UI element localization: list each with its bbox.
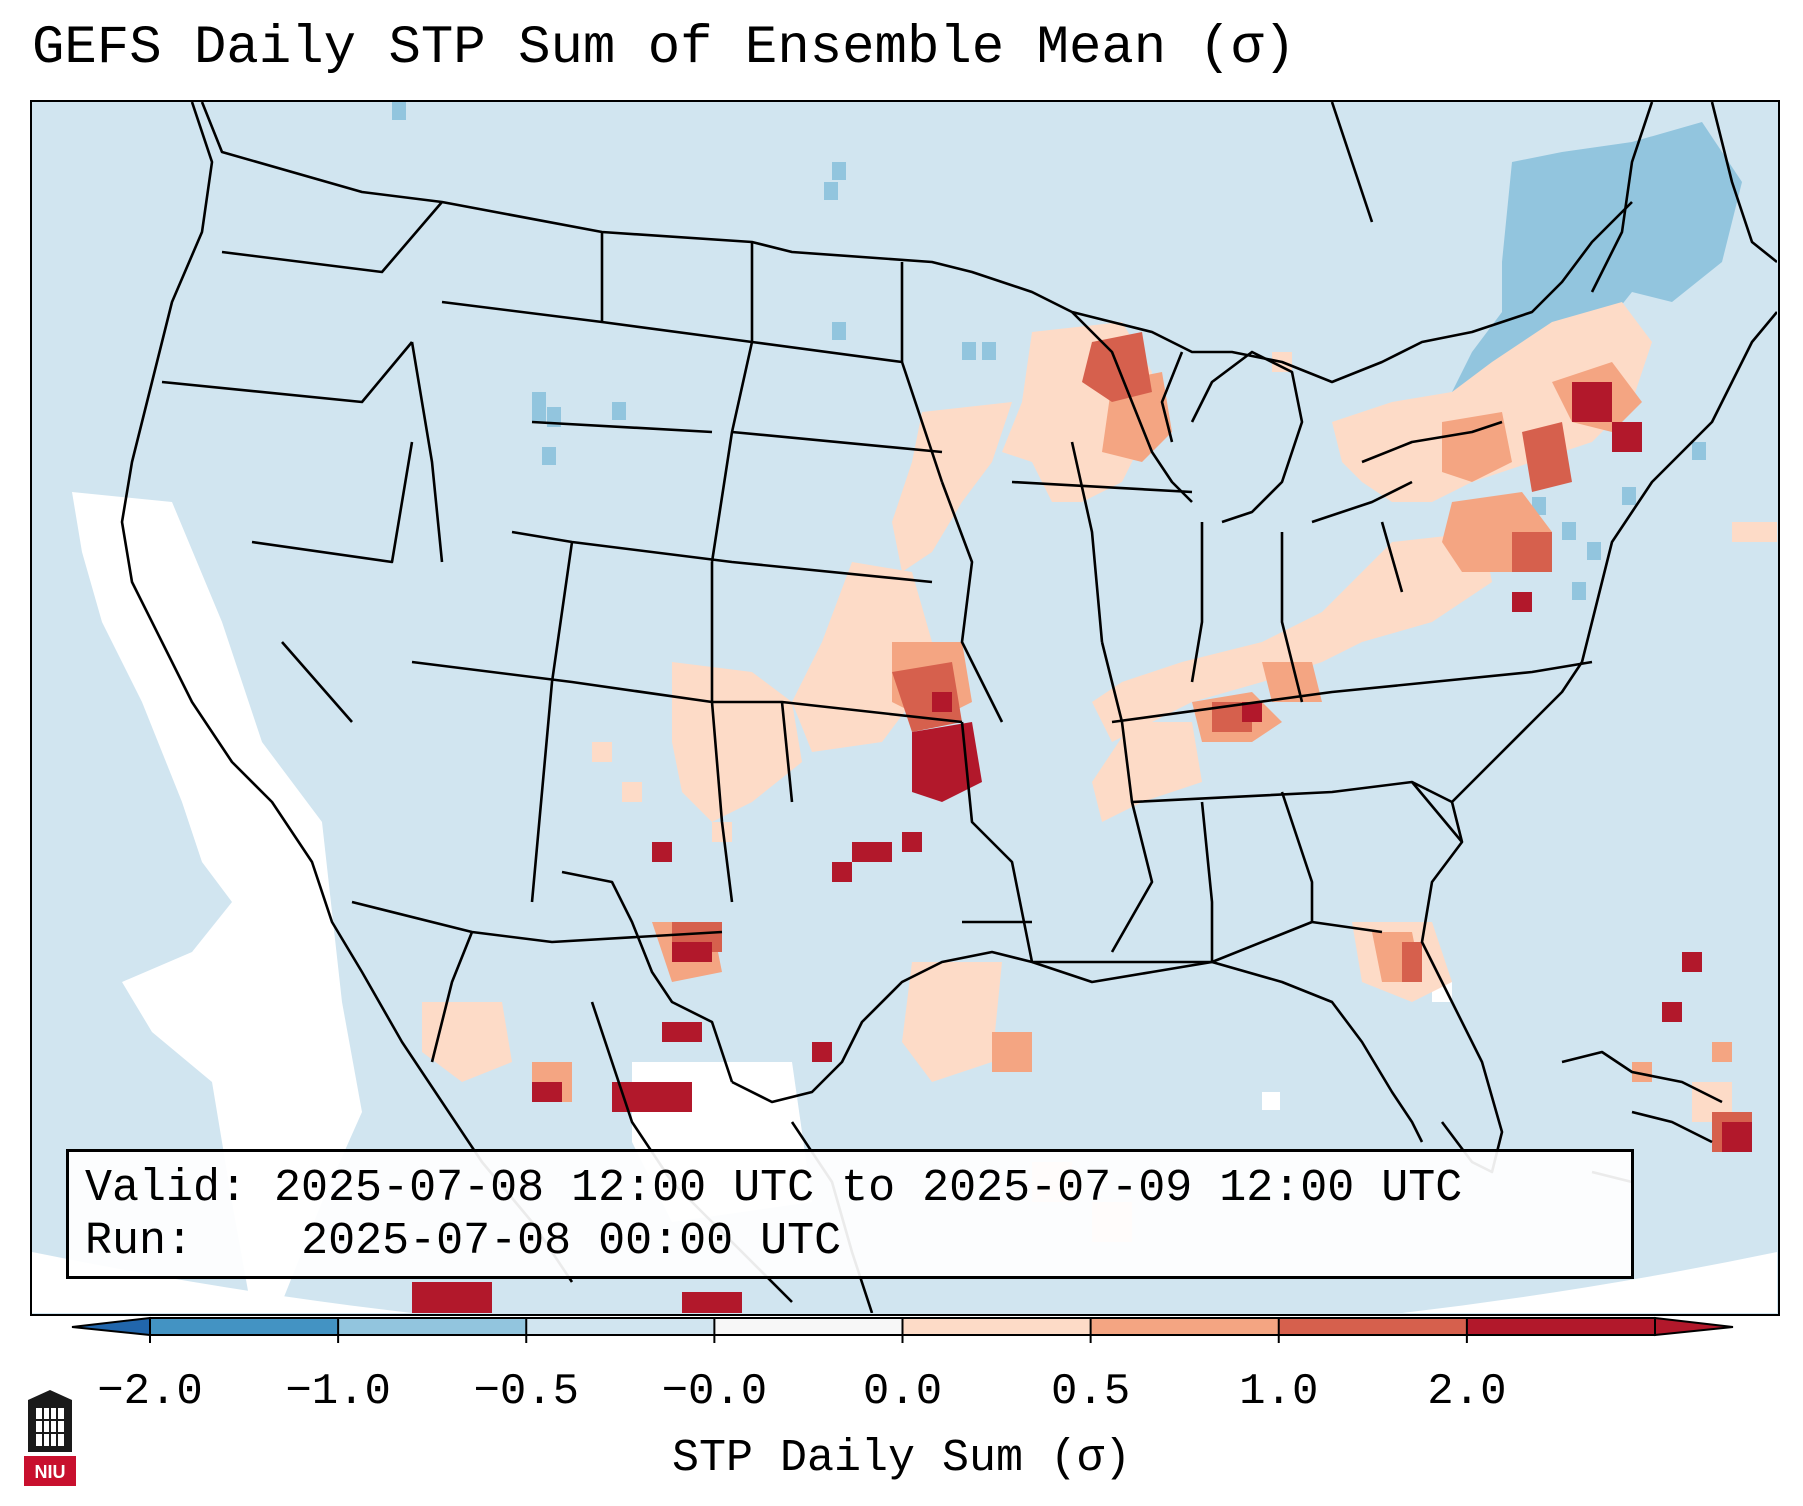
map-title: GEFS Daily STP Sum of Ensemble Mean (σ)	[32, 18, 1296, 79]
colorbar-tick-label: −1.0	[285, 1367, 391, 1417]
map-panel	[30, 100, 1780, 1316]
colorbar-tick-label: −2.0	[97, 1367, 203, 1417]
valid-label: Valid:	[85, 1163, 248, 1214]
colorbar-tick-label: 0.0	[862, 1367, 943, 1417]
colorbar-title: STP Daily Sum (σ)	[671, 1433, 1132, 1484]
colorbar-segment	[714, 1318, 903, 1335]
valid-value: 2025-07-08 12:00 UTC to 2025-07-09 12:00…	[274, 1163, 1463, 1214]
colorbar-tick-label: 2.0	[1427, 1367, 1507, 1417]
colorbar-tick-label: 1.0	[1239, 1367, 1319, 1417]
colorbar-tick-label: 0.5	[1051, 1367, 1131, 1417]
colorbar-under-arrow	[71, 1316, 151, 1337]
colorbar-segment	[902, 1318, 1092, 1335]
run-value: 2025-07-08 00:00 UTC	[301, 1216, 842, 1267]
map-canvas	[32, 102, 1777, 1313]
colorbar-segment	[1278, 1318, 1468, 1335]
colorbar-segment	[526, 1318, 715, 1335]
colorbar-tick-label: −0.0	[661, 1367, 768, 1417]
positive-extreme-cells	[412, 382, 1752, 1313]
colorbar-segment	[338, 1318, 527, 1335]
colorbar-over-arrow	[1654, 1316, 1734, 1337]
colorbar	[71, 1316, 1734, 1343]
colorbar-segment	[1466, 1318, 1656, 1335]
colorbar-segment	[1090, 1318, 1280, 1335]
positive-light-cells	[422, 302, 1777, 1242]
niu-logo: NIU	[24, 1390, 76, 1486]
colorbar-segment	[150, 1318, 339, 1335]
colorbar-tick-label: −0.5	[473, 1367, 580, 1417]
political-borders	[120, 102, 1777, 1313]
validity-info-box: Valid: 2025-07-08 12:00 UTC to 2025-07-0…	[66, 1149, 1634, 1279]
logo-text: NIU	[35, 1462, 66, 1482]
run-label: Run:	[85, 1216, 194, 1267]
